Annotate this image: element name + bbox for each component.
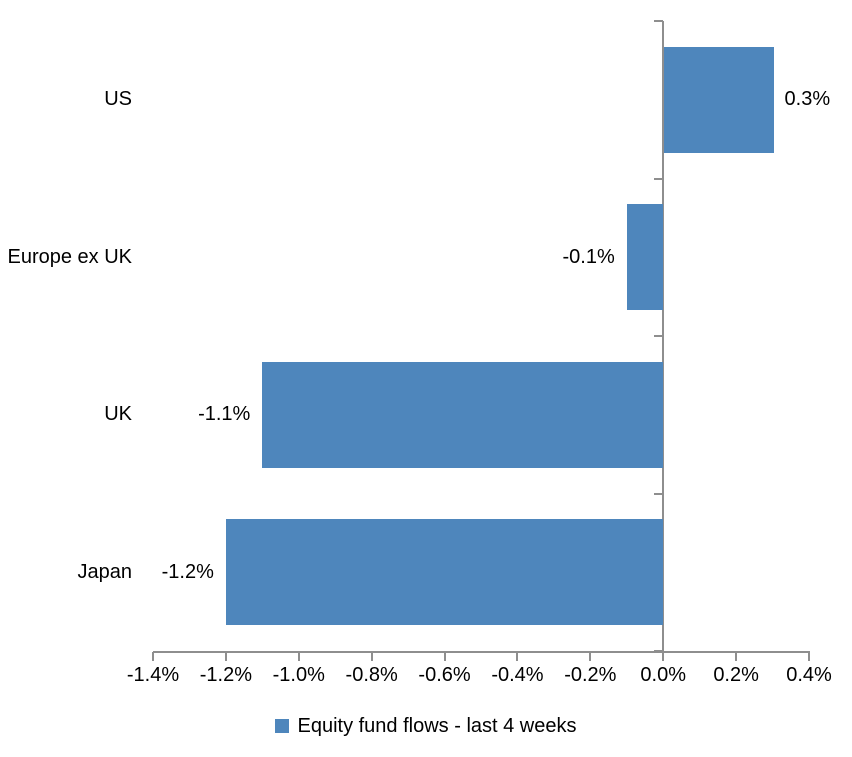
bar-us	[664, 46, 774, 153]
value-label-japan: -1.2%	[161, 560, 214, 583]
category-label-europe-ex-uk: Europe ex UK	[7, 245, 132, 268]
value-label-us: 0.3%	[784, 88, 831, 111]
y-axis-tick	[654, 20, 664, 22]
x-axis-tick	[808, 652, 810, 661]
x-tick-label--1-0-: -1.0%	[272, 664, 325, 686]
x-tick-label--0-6-: -0.6%	[418, 664, 471, 686]
x-axis-tick	[735, 652, 738, 661]
value-label-uk: -1.1%	[198, 403, 251, 426]
x-tick-label--1-2-: -1.2%	[199, 664, 252, 686]
legend-marker-square-icon	[275, 719, 290, 733]
x-tick-label--0-2-: -0.2%	[564, 664, 617, 686]
legend: Equity fund flows - last 4 weeks	[0, 711, 852, 741]
y-axis-line	[662, 21, 665, 653]
category-label-japan: Japan	[77, 560, 133, 583]
x-axis-tick	[152, 652, 154, 661]
x-axis-tick	[443, 652, 446, 661]
bar-japan	[225, 519, 664, 626]
x-axis-tick	[370, 652, 373, 661]
bar-europe-ex-uk	[626, 204, 664, 311]
bar-uk	[262, 361, 664, 468]
x-tick-label-0-4-: 0.4%	[786, 664, 832, 686]
x-tick-label--1-4-: -1.4%	[126, 664, 180, 686]
value-label-europe-ex-uk: -0.1%	[562, 245, 615, 268]
x-tick-label-0-0-: 0.0%	[640, 664, 687, 686]
x-axis-line	[153, 651, 810, 653]
category-label-uk: UK	[104, 403, 132, 426]
y-axis-tick	[654, 492, 664, 495]
x-axis-tick	[297, 652, 300, 661]
x-axis-tick	[516, 652, 519, 661]
y-axis-tick	[654, 335, 664, 337]
category-label-us: US	[104, 88, 132, 111]
legend-label: Equity fund flows - last 4 weeks	[297, 714, 577, 737]
x-tick-label--0-4-: -0.4%	[491, 664, 544, 686]
x-tick-label-0-2-: 0.2%	[713, 664, 759, 686]
y-axis-tick	[654, 177, 664, 180]
y-axis-tick	[654, 650, 664, 652]
x-axis-tick	[224, 652, 227, 661]
x-axis-tick	[589, 652, 592, 661]
x-tick-label--0-8-: -0.8%	[345, 664, 398, 686]
x-axis-tick	[662, 652, 665, 661]
